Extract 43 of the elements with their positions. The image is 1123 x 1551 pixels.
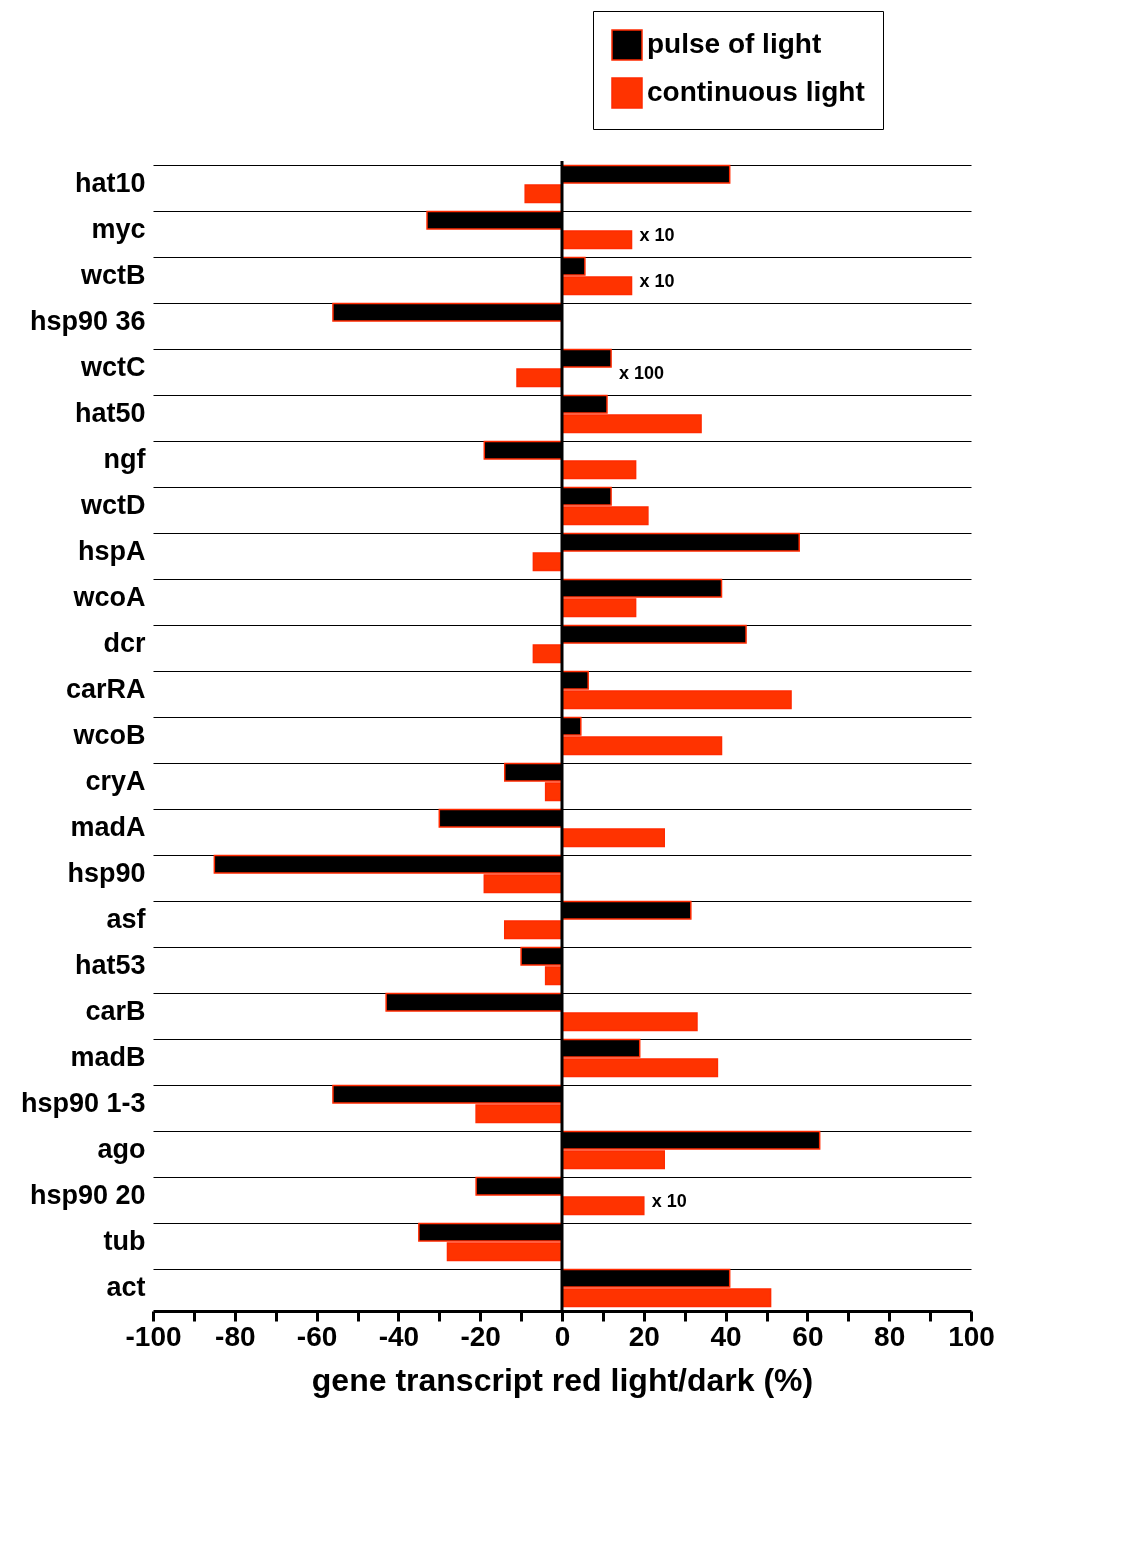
y-tick-label: wctD <box>79 490 146 520</box>
y-tick-label: wcoB <box>72 720 146 750</box>
y-tick-label: carRA <box>65 674 146 704</box>
y-tick-label: madA <box>70 812 146 842</box>
y-tick-label: asf <box>106 904 147 934</box>
y-tick-label: tub <box>103 1226 146 1256</box>
x-tick-label: 40 <box>710 1320 742 1352</box>
x-tick-label: 0 <box>554 1320 571 1352</box>
annotation: x 10 <box>639 271 675 291</box>
x-tick-label: 80 <box>874 1320 906 1352</box>
y-tick-label: act <box>106 1272 146 1302</box>
y-tick-label: myc <box>91 214 146 244</box>
y-tick-label: dcr <box>103 628 146 658</box>
y-tick-label: carB <box>85 996 146 1026</box>
y-tick-label: wcoA <box>72 582 146 612</box>
x-tick-label: -80 <box>215 1320 256 1352</box>
y-tick-label: ago <box>97 1134 146 1164</box>
legend-label: continuous light <box>647 76 865 107</box>
annotation: x 100 <box>619 363 665 383</box>
y-tick-label: hat50 <box>74 398 146 428</box>
y-tick-label: hsp90 <box>67 858 146 888</box>
x-tick-label: 100 <box>948 1320 995 1352</box>
y-tick-label: hsp90 1-3 <box>20 1088 146 1118</box>
y-tick-label: hsp90 36 <box>29 306 146 336</box>
x-tick-label: 60 <box>792 1320 824 1352</box>
y-tick-label: hat10 <box>74 168 146 198</box>
annotation: x 10 <box>639 225 675 245</box>
y-tick-label: wctB <box>79 260 146 290</box>
x-axis-title: gene transcript red light/dark (%) <box>311 1361 814 1398</box>
y-tick-label: hsp90 20 <box>29 1180 146 1210</box>
y-tick-label: hat53 <box>74 950 146 980</box>
legend-label: pulse of light <box>647 28 822 59</box>
y-tick-label: madB <box>70 1042 146 1072</box>
annotation: x 10 <box>651 1191 687 1211</box>
x-tick-label: -20 <box>460 1320 501 1352</box>
x-tick-label: -60 <box>296 1320 338 1352</box>
x-tick-label: 20 <box>628 1320 660 1352</box>
y-tick-label: ngf <box>103 444 147 474</box>
x-tick-label: -100 <box>125 1320 182 1352</box>
x-tick-label: -40 <box>378 1320 420 1352</box>
y-tick-label: cryA <box>85 766 146 796</box>
y-tick-label: wctC <box>79 352 146 382</box>
y-tick-label: hspA <box>78 536 146 566</box>
